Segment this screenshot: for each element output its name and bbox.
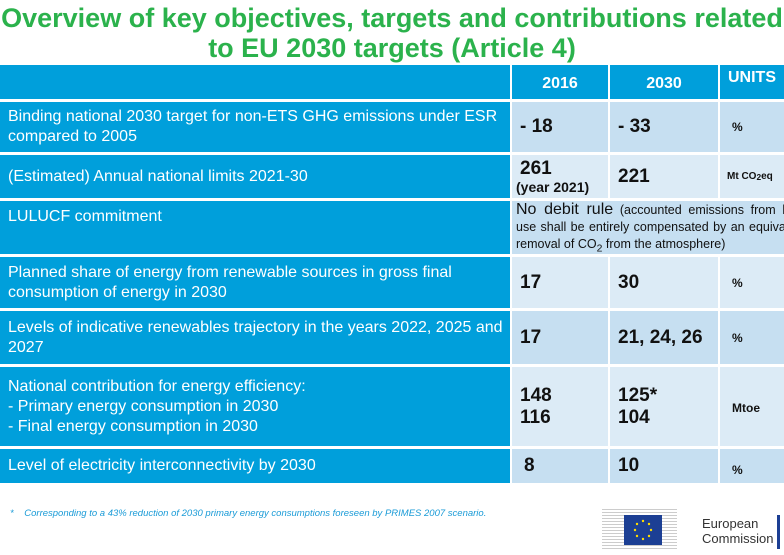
value-2016: 148 116 bbox=[512, 367, 608, 446]
value-primary: 125* bbox=[618, 385, 658, 406]
merged-sub: 2 bbox=[596, 243, 603, 255]
value-2030: 125* 104 bbox=[610, 367, 718, 446]
row-label: Binding national 2030 target for non-ETS… bbox=[0, 102, 510, 152]
unit-suffix: eq bbox=[761, 171, 773, 182]
value-2016: 17 bbox=[512, 257, 608, 308]
footnote: * Corresponding to a 43% reduction of 20… bbox=[10, 508, 486, 519]
eu-flag-icon bbox=[624, 515, 662, 545]
row-label: National contribution for energy efficie… bbox=[0, 367, 510, 446]
footnote-mark: * bbox=[10, 508, 14, 519]
page-title: Overview of key objectives, targets and … bbox=[1, 3, 783, 63]
merged-main: No debit rule bbox=[516, 201, 614, 218]
unit: Mt CO 2 eq bbox=[720, 155, 784, 198]
label-line: - Primary energy consumption in 2030 bbox=[8, 397, 279, 415]
value-final: 116 bbox=[520, 407, 551, 428]
unit: Mtoe bbox=[720, 367, 784, 446]
european-commission-logo: European Commission bbox=[602, 497, 782, 555]
lulucf-value: No debit rule (accounted emissions from … bbox=[512, 201, 784, 254]
value-2030: 10 bbox=[610, 449, 718, 483]
header-label-cell bbox=[0, 65, 510, 99]
value-final: 104 bbox=[618, 407, 650, 428]
unit: % bbox=[720, 102, 784, 152]
label-line: National contribution for energy efficie… bbox=[8, 377, 306, 395]
row-label: (Estimated) Annual national limits 2021-… bbox=[0, 155, 510, 198]
header-2016: 2016 bbox=[512, 65, 608, 99]
header-2030: 2030 bbox=[610, 65, 718, 99]
value-note: (year 2021) bbox=[516, 178, 590, 195]
value-2030: 21, 24, 26 bbox=[610, 311, 718, 364]
merged-rest: (accounted emissions from land use shall… bbox=[516, 203, 784, 251]
label-line: - Final energy consumption in 2030 bbox=[8, 417, 258, 435]
header-units: UNITS bbox=[720, 65, 784, 99]
logo-line2: Commission bbox=[702, 531, 774, 546]
value-2016: 261 (year 2021) bbox=[512, 155, 608, 198]
value-2016: - 18 bbox=[512, 102, 608, 152]
footnote-text: Corresponding to a 43% reduction of 2030… bbox=[24, 508, 487, 519]
logo-line1: European bbox=[702, 516, 759, 531]
row-label: Level of electricity interconnectivity b… bbox=[0, 449, 510, 483]
value: 261 bbox=[520, 157, 552, 179]
row-label: Levels of indicative renewables trajecto… bbox=[0, 311, 510, 364]
value-2030: - 33 bbox=[610, 102, 718, 152]
value-2030: 221 bbox=[610, 155, 718, 198]
unit: % bbox=[720, 257, 784, 308]
logo-bar bbox=[777, 515, 780, 549]
unit-text: Mt CO bbox=[727, 171, 757, 182]
row-label: Planned share of energy from renewable s… bbox=[0, 257, 510, 308]
row-label: LULUCF commitment bbox=[0, 201, 510, 254]
value-primary: 148 bbox=[520, 385, 552, 406]
value-2030: 30 bbox=[610, 257, 718, 308]
value-2016: 8 bbox=[512, 449, 608, 483]
merged-end: from the atmosphere) bbox=[602, 237, 726, 251]
unit: % bbox=[720, 449, 784, 483]
unit: % bbox=[720, 311, 784, 364]
value-2016: 17 bbox=[512, 311, 608, 364]
unit-sub: 2 bbox=[756, 171, 762, 182]
